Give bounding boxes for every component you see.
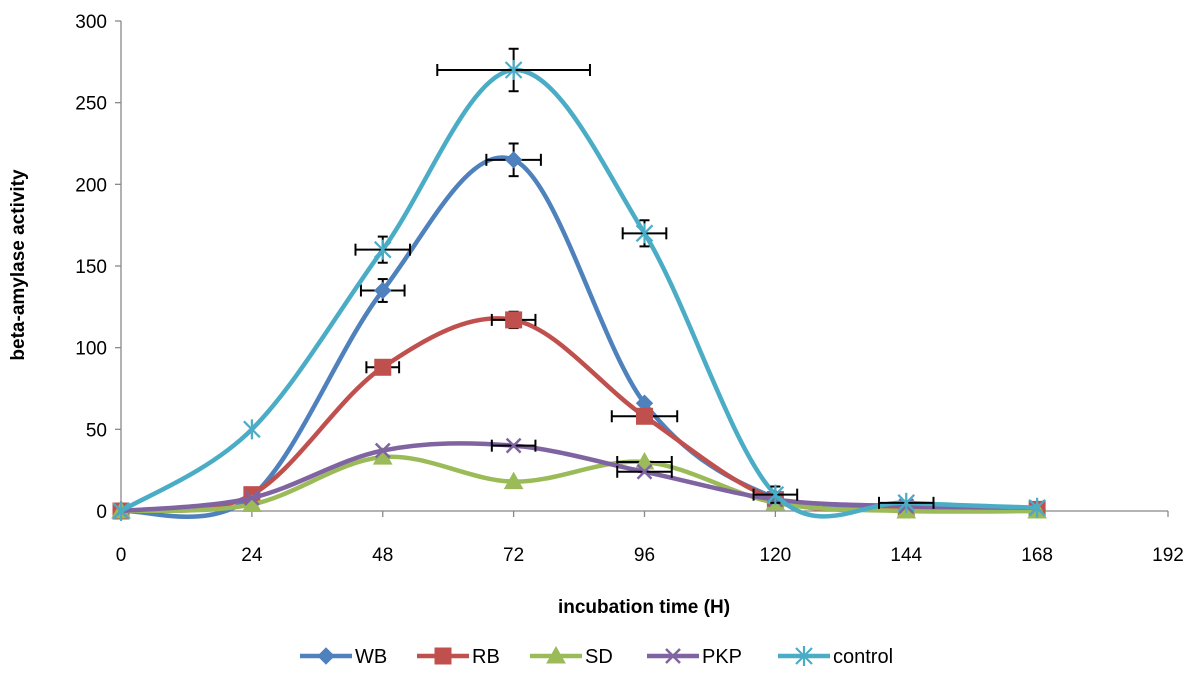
x-tick-label: 72 — [503, 545, 524, 566]
x-tick-label: 144 — [890, 545, 922, 566]
data-point-pkp — [243, 490, 260, 506]
legend-marker — [317, 647, 335, 665]
series-line-control — [118, 67, 1040, 519]
data-point-control — [1028, 497, 1046, 518]
legend-item-rb: RB — [417, 646, 500, 668]
y-tick-label: 150 — [75, 257, 107, 278]
series-line-rb — [118, 316, 1040, 514]
data-point-sd — [503, 471, 524, 490]
x-tick-label: 120 — [760, 545, 792, 566]
legend-item-pkp: PKP — [647, 646, 742, 668]
data-point-pkp — [636, 463, 653, 480]
data-point-control — [373, 239, 392, 260]
data-point-pkp — [505, 437, 522, 454]
x-tick-label: 168 — [1021, 545, 1053, 566]
series-rb — [112, 310, 1046, 520]
y-axis-title: beta-amylase activity — [8, 169, 29, 361]
series-line-wb — [118, 155, 1040, 519]
x-tick-label: 96 — [634, 545, 655, 566]
x-tick-label: 0 — [116, 545, 127, 566]
y-tick-label: 100 — [75, 339, 107, 360]
data-point-rb — [636, 407, 653, 425]
legend-label: control — [833, 646, 893, 668]
legend-label: RB — [472, 646, 500, 668]
legend-label: WB — [355, 646, 387, 668]
x-tick-label: 48 — [372, 545, 393, 566]
y-tick-label: 200 — [75, 175, 107, 196]
legend-marker — [795, 646, 813, 666]
legend-label: PKP — [702, 646, 742, 668]
data-point-sd — [634, 451, 655, 470]
data-point-control — [897, 492, 916, 513]
x-tick-label: 192 — [1152, 545, 1184, 566]
data-point-rb — [505, 311, 523, 329]
data-point-control — [243, 419, 261, 440]
y-tick-label: 250 — [75, 94, 107, 115]
data-point-rb — [374, 358, 392, 376]
legend-marker — [665, 648, 681, 664]
legend-marker — [434, 647, 452, 665]
legend: WB RB SD PKP control — [300, 645, 893, 668]
legend-item-control: control — [778, 646, 893, 668]
series-control — [112, 47, 1046, 521]
data-point-wb — [504, 151, 523, 169]
data-point-control — [766, 484, 785, 505]
legend-label: SD — [585, 646, 613, 668]
legend-item-wb: WB — [300, 646, 387, 668]
data-point-pkp — [374, 442, 391, 459]
series-wb — [112, 142, 1046, 520]
y-tick-label: 50 — [86, 420, 107, 441]
legend-marker — [546, 645, 566, 664]
y-tick-label: 300 — [75, 12, 107, 33]
y-tick-label: 0 — [96, 502, 107, 523]
data-point-control — [504, 60, 523, 80]
data-point-control — [112, 501, 130, 521]
series-line-sd — [118, 454, 1040, 514]
legend-item-sd: SD — [530, 645, 613, 668]
x-tick-label: 24 — [241, 545, 263, 566]
plot-area: 0 50 100 150 200 250 300 0 24 48 72 96 120 144 168 192 — [75, 12, 1184, 566]
x-axis-title: incubation time (H) — [558, 597, 730, 618]
data-point-wb — [374, 281, 392, 300]
data-point-control — [635, 223, 654, 244]
